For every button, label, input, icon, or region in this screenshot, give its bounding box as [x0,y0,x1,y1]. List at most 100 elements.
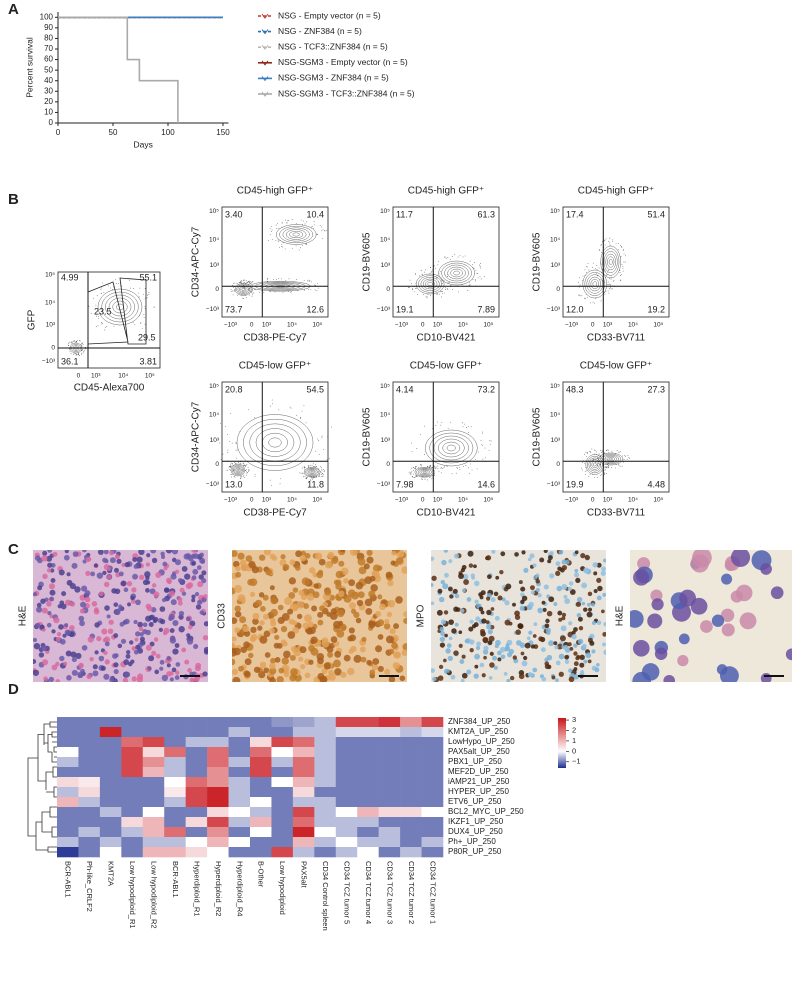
event-dot [95,304,97,306]
heatmap-cell [357,827,379,838]
cell [561,584,568,590]
contour [414,466,436,478]
cell [177,600,183,606]
event-dot [414,273,416,275]
cell [563,594,568,599]
heatmap-cell [335,787,358,798]
contour [441,262,472,284]
cell [451,628,457,634]
event-dot [468,282,470,284]
cell [500,551,506,557]
cell [263,630,271,638]
event-dot [318,474,320,475]
row-label: MEF2D_UP_250 [448,767,509,776]
x-axis-label: CD38-PE-Cy7 [243,333,307,344]
cell [153,616,159,622]
cell [114,554,120,560]
cell [132,557,138,563]
cell [197,581,204,588]
cell [260,606,266,612]
heatmap-cell [292,767,315,778]
cell [257,625,263,631]
cell [735,584,753,602]
event-dot [279,240,281,241]
cell [441,559,447,566]
cell [439,642,446,648]
heatmap-cell [314,817,337,828]
cell [580,553,586,559]
cell [551,675,556,680]
cell [528,601,534,608]
contour [420,277,440,291]
cell [102,557,108,563]
event-dot [304,467,306,469]
cell [134,637,139,642]
event-dot [454,253,456,255]
cell [299,554,307,562]
heatmap-cell [57,727,79,738]
event-dot [429,465,431,467]
contour [447,266,466,280]
event-dot [248,283,250,285]
heatmap-cell [142,817,165,828]
cell [493,591,499,597]
event-dot [585,265,587,267]
event-dot [321,230,323,232]
cell [203,646,208,653]
event-dot [317,283,318,285]
cell [478,606,484,612]
event-dot [414,466,416,468]
cell [497,657,502,662]
cell [69,625,75,631]
contour [268,437,282,448]
y-axis-label: CD34-APC-Cy7 [191,226,202,297]
cell [123,659,130,666]
cell [458,630,463,635]
event-dot [310,288,312,290]
event-dot [445,257,447,259]
event-dot [232,465,234,466]
event-dot [592,459,594,461]
cell [98,591,104,597]
y-tick-label: 40 [44,76,53,85]
cell [33,669,40,676]
event-dot [227,449,229,451]
heatmap-cell [314,787,337,798]
event-dot [83,350,85,352]
event-dot [597,457,599,459]
cell [308,567,316,574]
cell [151,557,158,564]
cell [145,629,151,636]
event-dot [304,223,306,225]
heatmap-cell [99,727,122,738]
heatmap-cell [57,757,79,768]
event-dot [100,292,102,294]
cell [366,550,373,556]
event-dot [230,469,232,471]
event-dot [611,452,613,454]
heatmap-cell [99,807,122,818]
cell [504,619,511,626]
event-dot [75,353,77,355]
heatmap-cell [250,807,272,818]
heatmap-cell [99,717,122,728]
event-dot [476,273,478,275]
event-dot [605,458,606,460]
heatmap-cell [378,817,401,828]
cell [57,604,62,609]
cell [488,675,493,680]
cell [388,648,395,655]
event-dot [309,280,311,282]
heatmap-cell [228,787,251,798]
event-dot [282,292,284,294]
event-dot [95,326,97,328]
event-dot [489,443,491,445]
event-dot [140,322,142,324]
event-dot [420,465,422,467]
event-dot [231,290,232,292]
event-dot [226,469,228,471]
y-tick-label: 10⁴ [550,237,560,244]
event-dot [308,466,310,468]
event-dot [70,353,72,354]
event-dot [303,279,305,281]
